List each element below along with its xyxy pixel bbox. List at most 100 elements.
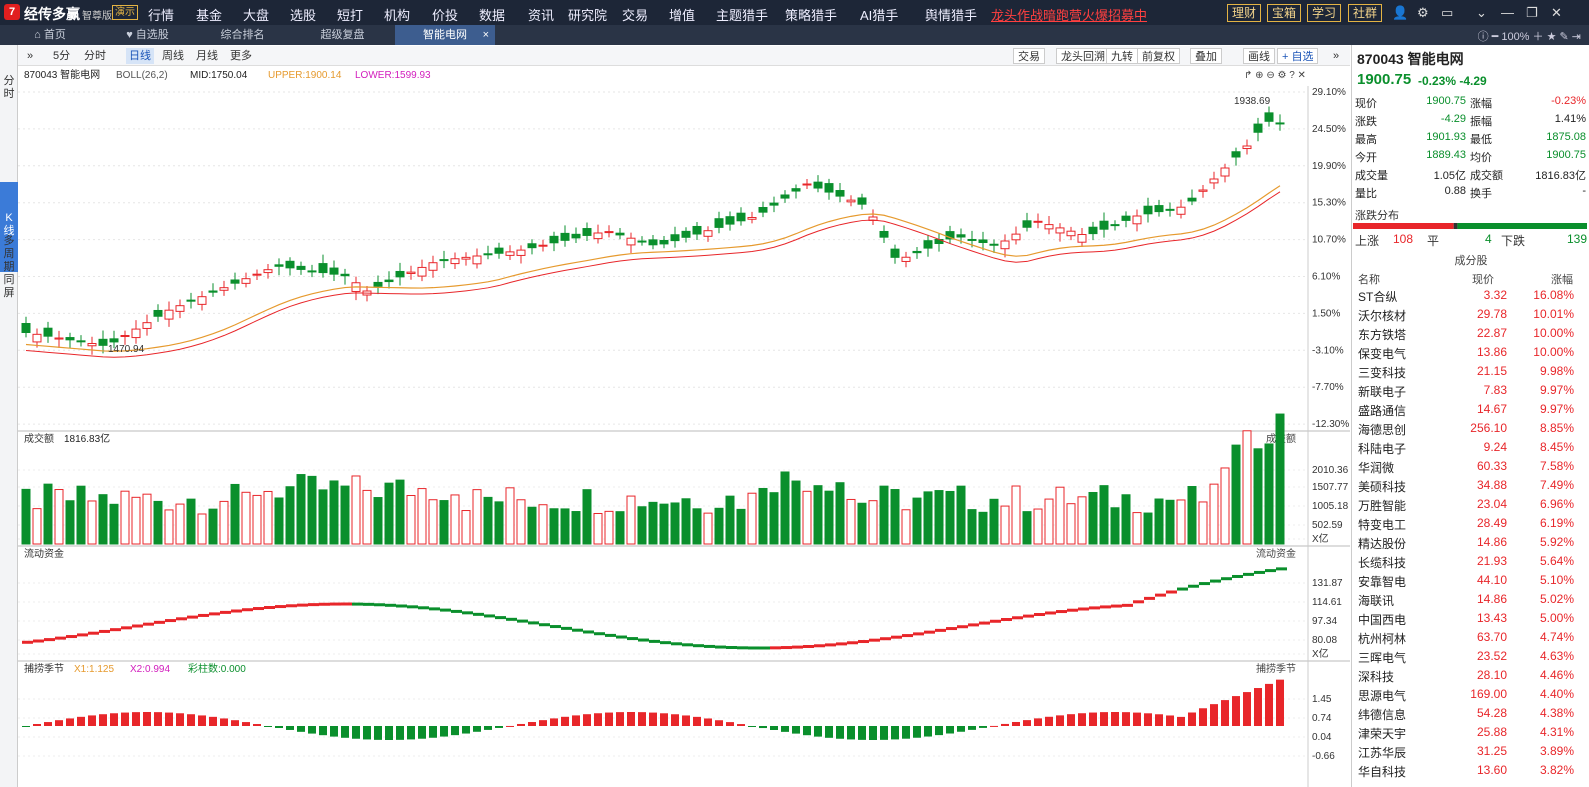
main-panel-controls[interactable]: ↱ ⊕ ⊖ ⚙ ? ✕ bbox=[1244, 70, 1306, 81]
sector-row[interactable]: 思源电气 169.00 4.40% bbox=[1352, 687, 1589, 706]
sector-row[interactable]: 长缆科技 21.93 5.64% bbox=[1352, 554, 1589, 573]
sector-row[interactable]: 津荣天宇 25.88 4.31% bbox=[1352, 725, 1589, 744]
top-menu-bar: 7 经传多赢 智尊版 演示 行情 基金 大盘 选股 短打 机构 价投 数据 资讯 研究院 交易 增值 主… bbox=[0, 0, 1589, 25]
close-icon[interactable]: ✕ bbox=[1551, 5, 1562, 20]
menu-item[interactable]: 大盘 bbox=[243, 8, 270, 23]
menu-item[interactable]: 数据 bbox=[479, 8, 506, 23]
top-button-baoxiang[interactable]: 宝箱 bbox=[1267, 4, 1302, 22]
top-button-xuexi[interactable]: 学习 bbox=[1307, 4, 1342, 22]
menu-item[interactable]: 选股 bbox=[290, 8, 317, 23]
chart-area[interactable]: 870043 智能电网 BOLL(26,2) MID:1750.04 UPPER… bbox=[18, 66, 1350, 787]
period-day[interactable]: 日线 bbox=[126, 48, 154, 64]
menu-item[interactable]: 交易 bbox=[622, 8, 649, 23]
volume-bar bbox=[1066, 503, 1076, 545]
period-week[interactable]: 周线 bbox=[162, 50, 184, 62]
sector-row[interactable]: 深科技 28.10 4.46% bbox=[1352, 668, 1589, 687]
sector-stock-price: 7.83 bbox=[1483, 383, 1507, 397]
add-watchlist-button[interactable]: + 自选 bbox=[1277, 48, 1319, 64]
sector-row[interactable]: ST合纵 3.32 16.08% bbox=[1352, 288, 1589, 307]
indicator-bar bbox=[297, 726, 305, 732]
sector-stock-name: 保变电气 bbox=[1358, 347, 1407, 361]
sector-row[interactable]: 盛路通信 14.67 9.97% bbox=[1352, 402, 1589, 421]
sector-row[interactable]: 保变电气 13.86 10.00% bbox=[1352, 345, 1589, 364]
demo-badge[interactable]: 演示 bbox=[112, 5, 138, 20]
menu-item[interactable]: 资讯 bbox=[528, 8, 555, 23]
sector-row[interactable]: 江苏华辰 31.25 3.89% bbox=[1352, 744, 1589, 763]
tab-home[interactable]: ⌂ 首页 bbox=[34, 29, 66, 41]
header-price[interactable]: 现价 bbox=[1472, 274, 1494, 286]
sector-row[interactable]: 三晖电气 23.52 4.63% bbox=[1352, 649, 1589, 668]
tab-close-icon[interactable]: × bbox=[482, 29, 489, 41]
sector-row[interactable]: 新联电子 7.83 9.97% bbox=[1352, 383, 1589, 402]
sector-row[interactable]: 三变科技 21.15 9.98% bbox=[1352, 364, 1589, 383]
draw-button[interactable]: 画线 bbox=[1243, 48, 1275, 64]
sector-stock-price: 13.43 bbox=[1476, 611, 1507, 625]
sector-row[interactable]: 华自科技 13.60 3.82% bbox=[1352, 763, 1589, 782]
sector-row[interactable]: 科陆电子 9.24 8.45% bbox=[1352, 440, 1589, 459]
indicator-bar bbox=[1056, 715, 1064, 726]
candle-body bbox=[43, 327, 53, 337]
sector-row[interactable]: 中国西电 13.43 5.00% bbox=[1352, 611, 1589, 630]
period-more[interactable]: 更多 bbox=[230, 50, 252, 62]
tab-smart-grid[interactable]: 智能电网 × bbox=[395, 25, 495, 45]
jiuzhuan-button[interactable]: 九转 bbox=[1106, 48, 1138, 64]
sector-row[interactable]: 纬德信息 54.28 4.38% bbox=[1352, 706, 1589, 725]
top-button-shequn[interactable]: 社群 bbox=[1348, 4, 1383, 22]
sector-row[interactable]: 华润微 60.33 7.58% bbox=[1352, 459, 1589, 478]
user-icon[interactable]: 👤 bbox=[1392, 5, 1409, 20]
top-button-licai[interactable]: 理财 bbox=[1227, 4, 1262, 22]
period-5min[interactable]: 5分 bbox=[53, 50, 71, 62]
view-multi-period[interactable]: 多周期同屏 bbox=[3, 235, 15, 299]
promo-link[interactable]: 龙头作战暗跑营火爆招募中 bbox=[991, 8, 1148, 23]
sector-row[interactable]: 海德思创 256.10 8.85% bbox=[1352, 421, 1589, 440]
menu-item[interactable]: 行情 bbox=[148, 8, 175, 23]
period-fenshi[interactable]: 分时 bbox=[84, 50, 106, 62]
fuquan-button[interactable]: 前复权 bbox=[1137, 48, 1180, 64]
menu-item[interactable]: 短打 bbox=[337, 8, 364, 23]
menu-item[interactable]: 增值 bbox=[669, 8, 696, 23]
restore-icon[interactable]: ❐ bbox=[1526, 5, 1538, 20]
menu-item[interactable]: 舆情猎手 bbox=[925, 8, 978, 23]
sector-row[interactable]: 美硕科技 34.88 7.49% bbox=[1352, 478, 1589, 497]
collapse-icon[interactable]: » bbox=[27, 50, 34, 62]
volume-bar bbox=[1275, 413, 1285, 545]
header-name[interactable]: 名称 bbox=[1358, 274, 1380, 286]
candle-body bbox=[549, 235, 559, 244]
view-kline[interactable]: K线 bbox=[0, 182, 18, 272]
menu-item[interactable]: 研究院 bbox=[568, 8, 608, 23]
overlay-button[interactable]: 叠加 bbox=[1190, 48, 1222, 64]
volume-bar bbox=[219, 500, 229, 545]
sector-row[interactable]: 安靠智电 44.10 5.10% bbox=[1352, 573, 1589, 592]
menu-item[interactable]: 基金 bbox=[196, 8, 223, 23]
sector-row[interactable]: 海联讯 14.86 5.02% bbox=[1352, 592, 1589, 611]
menu-item[interactable]: AI猎手 bbox=[860, 8, 899, 23]
sector-row[interactable]: 东方铁塔 22.87 10.00% bbox=[1352, 326, 1589, 345]
view-fenshi[interactable]: 分时 bbox=[3, 75, 15, 100]
dragon-review-button[interactable]: 龙头回溯 bbox=[1056, 48, 1110, 64]
expand-icon[interactable]: » bbox=[1333, 50, 1340, 62]
menu-item[interactable]: 策略猎手 bbox=[785, 8, 838, 23]
header-change[interactable]: 涨幅 bbox=[1551, 274, 1573, 286]
candle-body bbox=[1143, 205, 1153, 215]
sector-row[interactable]: 特变电工 28.49 6.19% bbox=[1352, 516, 1589, 535]
tab-review[interactable]: 超级复盘 bbox=[290, 25, 395, 45]
tab-watchlist[interactable]: ♥ 自选股 bbox=[126, 29, 169, 41]
minimize-icon[interactable]: — bbox=[1501, 5, 1514, 20]
gear-icon[interactable]: ⚙ bbox=[1417, 5, 1429, 20]
window-icon[interactable]: ▭ bbox=[1441, 5, 1454, 20]
menu-item[interactable]: 主题猎手 bbox=[716, 8, 769, 23]
trade-button[interactable]: 交易 bbox=[1013, 48, 1045, 64]
menu-item[interactable]: 机构 bbox=[384, 8, 411, 23]
sector-row[interactable]: 沃尔核材 29.78 10.01% bbox=[1352, 307, 1589, 326]
tab-ranking[interactable]: 综合排名 bbox=[195, 25, 290, 45]
chevron-down-icon[interactable]: ⌄ bbox=[1476, 5, 1487, 20]
sector-stock-name: 新联电子 bbox=[1358, 385, 1407, 399]
sector-row[interactable]: 杭州柯林 63.70 4.74% bbox=[1352, 630, 1589, 649]
period-month[interactable]: 月线 bbox=[196, 50, 218, 62]
indicator-bar bbox=[968, 726, 976, 730]
indicator-bar bbox=[440, 726, 448, 737]
sector-row[interactable]: 万胜智能 23.04 6.96% bbox=[1352, 497, 1589, 516]
sector-row[interactable]: 精达股份 14.86 5.92% bbox=[1352, 535, 1589, 554]
menu-item[interactable]: 价投 bbox=[432, 8, 459, 23]
candle-body bbox=[175, 305, 185, 312]
